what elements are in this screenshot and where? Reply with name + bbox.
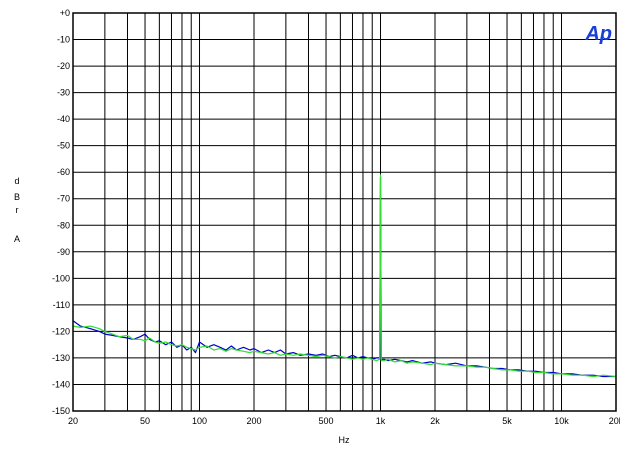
x-tick-label: 1k xyxy=(376,416,386,426)
x-tick-label: 200 xyxy=(246,416,261,426)
x-tick-label: 20 xyxy=(68,416,78,426)
y-tick-label: -110 xyxy=(53,300,70,310)
y-tick-label: -60 xyxy=(57,167,70,177)
y-tick-labels: +0 -10 -20 -30 -40 -50 -60 -70 -80 -90 -100 -110 -12… xyxy=(52,8,70,416)
y-tick-label: -40 xyxy=(57,114,70,124)
x-tick-label: 2k xyxy=(430,416,440,426)
y-tick-label: -120 xyxy=(52,326,70,336)
y-axis-label-letter: B xyxy=(14,192,20,202)
y-tick-label: -90 xyxy=(57,247,70,257)
y-tick-label: -130 xyxy=(52,353,70,363)
y-tick-label: -10 xyxy=(57,35,70,45)
y-tick-label: -30 xyxy=(57,88,70,98)
plot-frame xyxy=(72,12,617,412)
ap-logo: Ap xyxy=(584,23,612,45)
x-tick-label: 20k xyxy=(609,416,620,426)
x-tick-labels: 20 50 100 200 500 1k 2k 5k 10k 20k xyxy=(68,416,620,426)
x-tick-label: 50 xyxy=(140,416,150,426)
y-axis-label-letter: A xyxy=(14,234,20,244)
minor-gridlines xyxy=(104,13,563,411)
y-tick-label: -150 xyxy=(52,406,70,416)
x-tick-label: 500 xyxy=(319,416,334,426)
y-axis-label-letter: r xyxy=(16,205,19,215)
y-tick-label: -80 xyxy=(57,220,70,230)
plot-background xyxy=(73,13,616,411)
x-tick-label: 100 xyxy=(192,416,207,426)
x-axis-label: Hz xyxy=(339,435,350,445)
x-tick-label: 10k xyxy=(554,416,569,426)
y-tick-label: +0 xyxy=(60,8,70,18)
y-axis-label-letter: d xyxy=(14,176,19,186)
x-tick-label: 5k xyxy=(502,416,512,426)
series-layer xyxy=(72,174,617,378)
y-tick-label: -20 xyxy=(57,61,70,71)
y-tick-label: -100 xyxy=(52,273,70,283)
y-axis-label: dBr A xyxy=(14,176,20,244)
series-line-2 xyxy=(72,174,617,378)
y-tick-label: -140 xyxy=(52,379,70,389)
y-tick-label: -70 xyxy=(57,194,70,204)
y-tick-label: -50 xyxy=(57,141,70,151)
